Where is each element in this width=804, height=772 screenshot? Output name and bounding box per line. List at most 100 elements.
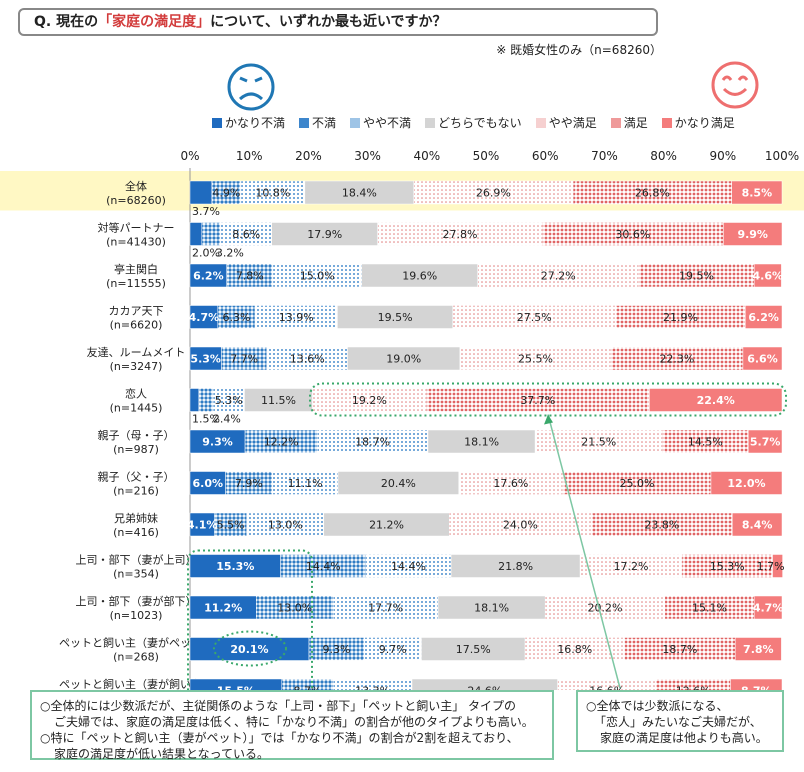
question-prefix: Q. 現在の: [34, 14, 99, 30]
data-label: 5.3%: [190, 353, 221, 366]
left-callout-line3: ○特に「ペットと飼い主（妻がペット）」では「かなり不満」の割合が2割を超えており…: [40, 731, 519, 745]
data-label: 5.7%: [750, 436, 781, 449]
data-label: 30.6%: [615, 228, 650, 241]
x-tick-label: 50%: [473, 149, 500, 163]
data-label: 10.8%: [255, 187, 290, 200]
legend-label: やや満足: [548, 116, 597, 130]
data-label: 6.2%: [748, 311, 779, 324]
bar-segment: [189, 222, 203, 246]
data-label: 15.3%: [216, 560, 254, 573]
x-tick-label: 20%: [295, 149, 322, 163]
bar-segment: [557, 678, 657, 690]
category-n: (n=6620): [110, 319, 163, 332]
category-n: (n=41430): [106, 236, 166, 249]
data-label: 16.8%: [557, 643, 592, 656]
sample-note: ※ 既婚女性のみ（n=68260）: [496, 43, 662, 57]
x-tick-label: 10%: [236, 149, 263, 163]
left-callout-line2: ご夫婦では、家庭の満足度は低く、特に「かなり不満」の割合が他のタイプよりも高い。: [54, 715, 534, 729]
bar-segment: [198, 388, 214, 412]
legend-item: かなり満足: [661, 114, 735, 131]
left-callout-line4: 家庭の満足度が低い結果となっている。: [54, 747, 270, 761]
bar-segment: [742, 346, 783, 371]
data-label: 21.5%: [581, 436, 616, 449]
data-label: 17.7%: [368, 602, 403, 615]
data-label: 25.5%: [518, 353, 553, 366]
data-label: 13.6%: [290, 353, 325, 366]
data-label: 19.5%: [679, 270, 714, 283]
data-label: 13.0%: [277, 602, 312, 615]
data-label: 11.5%: [261, 394, 296, 407]
category-n: (n=987): [113, 443, 159, 456]
data-label: 27.8%: [442, 228, 477, 241]
data-label: 8.5%: [742, 187, 773, 200]
data-label: 23.8%: [644, 519, 679, 532]
data-label: 17.9%: [307, 228, 342, 241]
x-tick-label: 60%: [532, 149, 559, 163]
data-label: 24.6%: [467, 685, 502, 691]
right-callout-line3: 家庭の満足度は他よりも高い。: [600, 731, 768, 745]
data-label: 19.2%: [352, 394, 387, 407]
legend-swatch: [610, 117, 621, 128]
data-label: 2.0%: [192, 247, 220, 260]
data-label: 13.0%: [268, 519, 303, 532]
data-label: 6.0%: [193, 477, 224, 490]
category-label: 友達、ルームメイト: [87, 345, 186, 359]
bar-segment: [649, 388, 783, 412]
bar-segment: [753, 263, 782, 288]
data-label: 6.6%: [747, 353, 778, 366]
data-label: 9.3%: [323, 643, 351, 656]
data-label: 17.5%: [456, 643, 491, 656]
legend-item: やや満足: [535, 114, 597, 131]
data-label: 19.5%: [378, 311, 413, 324]
data-label: 37.7%: [520, 394, 555, 407]
bar-segment: [753, 595, 783, 620]
legend-swatch: [299, 117, 310, 128]
data-label: 15.3%: [710, 560, 745, 573]
data-label: 22.4%: [697, 394, 735, 407]
legend-label: かなり不満: [225, 116, 286, 130]
chart-legend: かなり不満 不満 やや不満 どちらでもない やや満足 満足 かなり満足: [212, 114, 749, 131]
bar-segment: [732, 512, 783, 537]
data-label: 18.1%: [464, 436, 499, 449]
data-label: 4.7%: [753, 602, 784, 615]
category-n: (n=11555): [106, 277, 166, 290]
data-label: 7.9%: [235, 477, 263, 490]
question-box: Q. 現在の「家庭の満足度」について、いずれか最も近いですか？: [18, 8, 658, 36]
data-label: 15.0%: [300, 270, 335, 283]
data-label: 18.7%: [355, 436, 390, 449]
bar-segment: [189, 180, 213, 205]
data-label: 4.7%: [189, 311, 220, 324]
data-label: 1.7%: [757, 560, 785, 573]
bar-segment: [710, 471, 783, 495]
right-callout-line2: 「恋人」みたいなご夫婦だが、: [594, 715, 762, 729]
data-label: 3.2%: [216, 247, 244, 260]
legend-swatch: [661, 117, 672, 128]
data-label: 26.8%: [635, 187, 670, 200]
data-label: 12.2%: [264, 436, 299, 449]
data-label: 21.9%: [663, 311, 698, 324]
data-label: 17.6%: [493, 477, 528, 490]
legend-label: どちらでもない: [438, 116, 522, 130]
legend-item: 不満: [299, 114, 336, 131]
data-label: 6.3%: [222, 311, 250, 324]
data-label: 18.7%: [662, 643, 697, 656]
category-n: (n=268): [113, 651, 159, 664]
data-label: 21.8%: [498, 560, 533, 573]
data-label: 3.7%: [192, 205, 220, 218]
sad-face-icon: [227, 63, 275, 111]
data-label: 8.6%: [232, 228, 260, 241]
data-label: 20.4%: [381, 477, 416, 490]
bar-segment: [734, 637, 782, 661]
data-label: 19.6%: [402, 270, 437, 283]
category-n: (n=416): [113, 526, 159, 539]
category-label: 親子（母・子）: [98, 429, 175, 442]
bar-segment: [333, 678, 413, 690]
data-label: 6.2%: [193, 270, 224, 283]
bar-segment: [189, 678, 283, 690]
category-n: (n=1023): [110, 609, 163, 622]
pointer-arrow-right: [544, 414, 553, 425]
data-label: 20.1%: [230, 643, 268, 656]
bar-segment: [748, 429, 783, 454]
legend-item: やや不満: [350, 114, 411, 131]
bar-segment: [281, 678, 334, 690]
